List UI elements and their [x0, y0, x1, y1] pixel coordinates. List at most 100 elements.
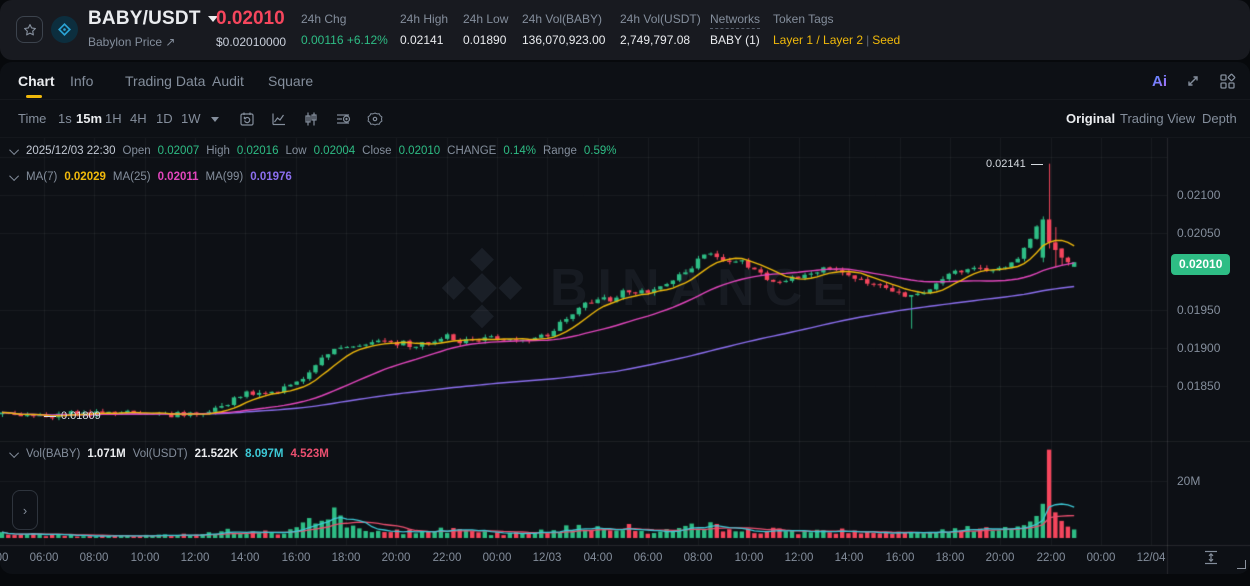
- session-low-annotation: 0.01809: [44, 410, 101, 422]
- view-original[interactable]: Original: [1066, 111, 1116, 126]
- header: BABY/USDT Babylon Price ↗ 0.02010 $0.020…: [0, 0, 1250, 60]
- time-axis-label: 14:00: [834, 552, 864, 564]
- view-depth[interactable]: Depth: [1202, 111, 1237, 126]
- time-axis[interactable]: 04:00 06:00 08:00 10:00 12:00 14:00 16:00 18:00…: [0, 545, 1167, 574]
- stat-label: 24h High: [400, 12, 449, 26]
- price-axis-label: 0.02050: [1177, 226, 1221, 241]
- volume-axis-label: 20M: [1177, 474, 1201, 488]
- time-axis-label: 00:00: [1086, 552, 1116, 564]
- open-label: Open: [122, 145, 151, 157]
- line-chart-icon: [271, 111, 287, 127]
- high-label: High: [206, 145, 230, 157]
- close-value: 0.02010: [398, 145, 441, 157]
- interval-1w[interactable]: 1W: [181, 111, 201, 126]
- vol-quote-value: 21.522K: [194, 448, 239, 460]
- interval-dropdown-caret[interactable]: [211, 117, 219, 122]
- networks-label[interactable]: Networks: [710, 12, 761, 29]
- time-axis-label: 10:00: [130, 552, 160, 564]
- time-axis-label: 18:00: [331, 552, 361, 564]
- tab-info[interactable]: Info: [70, 73, 94, 89]
- chart-toolbar: Time 1s 15m 1H 4H 1D 1W: [0, 100, 1250, 138]
- auto-scale-button[interactable]: [1202, 549, 1220, 566]
- interval-15m[interactable]: 15m: [76, 111, 103, 126]
- time-axis-label: 10:00: [734, 552, 764, 564]
- time-axis-label: 18:00: [935, 552, 965, 564]
- tag-seed[interactable]: Seed: [872, 33, 901, 47]
- vol-ma-fast-value: 8.097M: [245, 448, 284, 460]
- page-bottom-strip: [0, 574, 1250, 586]
- grid-layout-icon: [1219, 73, 1236, 90]
- ai-assistant-button[interactable]: Ai: [1152, 72, 1167, 90]
- stat-value: 136,070,923.00: [522, 33, 606, 47]
- chevron-down-icon: [207, 15, 218, 22]
- fullscreen-button[interactable]: [1185, 73, 1201, 89]
- chart-style-button[interactable]: [271, 111, 287, 127]
- time-axis-label: 16:00: [281, 552, 311, 564]
- tag-layer1-layer2[interactable]: Layer 1 / Layer 2: [773, 33, 864, 47]
- interval-1d[interactable]: 1D: [156, 111, 173, 126]
- time-axis-label: 06:00: [29, 552, 59, 564]
- pair-selector[interactable]: BABY/USDT: [88, 8, 218, 30]
- vol-base-label: Vol(BABY): [26, 448, 81, 460]
- low-value: 0.02004: [313, 145, 356, 157]
- time-axis-label: 20:00: [985, 552, 1015, 564]
- chart-settings-button[interactable]: [367, 111, 383, 127]
- ohlc-readout: 2025/12/03 22:30 Open 0.02007 High 0.02016…: [9, 144, 617, 157]
- date-range-button[interactable]: [239, 111, 255, 127]
- view-trading-view[interactable]: Trading View: [1120, 111, 1196, 126]
- time-axis-label: 08:00: [683, 552, 713, 564]
- stat-value: 0.00116 +6.12%: [301, 33, 388, 47]
- annotation-dash: [1030, 163, 1043, 165]
- ma-readout: MA(7) 0.02029 MA(25) 0.02011 MA(99) 0.01976: [9, 170, 292, 183]
- interval-4h[interactable]: 4H: [130, 111, 147, 126]
- candles-icon: [303, 111, 319, 127]
- pair-label: BABY/USDT: [88, 8, 201, 29]
- candlestick-canvas[interactable]: [0, 138, 1250, 574]
- time-axis-label: 00:00: [482, 552, 512, 564]
- tab-chart[interactable]: Chart: [18, 73, 55, 89]
- layout-grid-button[interactable]: [1219, 73, 1236, 90]
- token-info-link[interactable]: Babylon Price ↗: [88, 35, 176, 49]
- price-axis-label: 0.01950: [1177, 302, 1221, 317]
- time-axis-label: 16:00: [885, 552, 915, 564]
- ma7-value: 0.02029: [64, 171, 106, 183]
- price-axis[interactable]: 0.02100 0.02050 0.01950 0.01900 0.01850 20M: [1168, 138, 1250, 545]
- time-axis-label: 06:00: [633, 552, 663, 564]
- interval-1h[interactable]: 1H: [105, 111, 122, 126]
- low-label: Low: [285, 145, 307, 157]
- stat-label: Token Tags: [773, 12, 834, 26]
- stat-label: 24h Low: [463, 12, 509, 26]
- tab-square[interactable]: Square: [268, 73, 314, 89]
- stat-value: BABY (1): [710, 33, 760, 47]
- tab-audit[interactable]: Audit: [212, 73, 244, 89]
- time-axis-label: 22:00: [1036, 552, 1066, 564]
- stat-value: 0.01890: [463, 33, 507, 47]
- pane-expand-button[interactable]: ›: [12, 490, 38, 530]
- resize-corner-handle[interactable]: [1237, 560, 1246, 569]
- session-high-annotation: 0.02141: [986, 158, 1043, 170]
- candle-type-button[interactable]: [303, 111, 319, 127]
- close-label: Close: [362, 145, 392, 157]
- high-value: 0.02016: [236, 145, 279, 157]
- chart-panel: Chart Info Trading Data Audit Square Ai …: [0, 62, 1250, 574]
- interval-1s[interactable]: 1s: [58, 111, 72, 126]
- favorite-button[interactable]: [16, 16, 43, 43]
- vol-base-value: 1.071M: [87, 448, 126, 460]
- token-logo: [51, 16, 78, 43]
- indicators-button[interactable]: [335, 111, 351, 127]
- high-annotation-value: 0.02141: [986, 158, 1026, 170]
- range-value: 0.59%: [583, 145, 617, 157]
- last-price: 0.02010: [216, 8, 285, 29]
- calendar-icon: [239, 111, 255, 127]
- gear-icon: [367, 111, 383, 127]
- time-axis-label: 12/04: [1136, 552, 1166, 564]
- tab-trading-data[interactable]: Trading Data: [125, 73, 206, 89]
- ma7-label: MA(7): [26, 171, 58, 183]
- time-axis-label: 22:00: [432, 552, 462, 564]
- tag-separator: |: [866, 33, 870, 47]
- stat-value: 2,749,797.08: [620, 33, 691, 47]
- vol-quote-label: Vol(USDT): [132, 448, 188, 460]
- time-axis-label: 04:00: [0, 552, 9, 564]
- time-axis-label: 12/03: [532, 552, 562, 564]
